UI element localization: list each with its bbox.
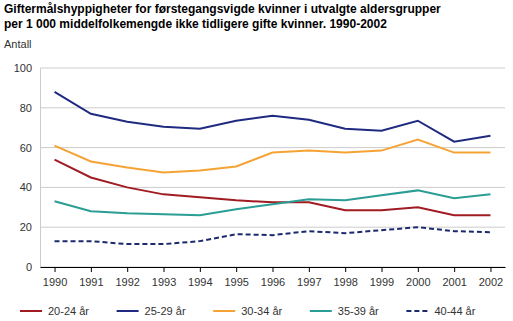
series-line [55,140,491,173]
grid [40,68,505,267]
x-tick: 1992 [115,267,139,288]
x-tick-label: 2001 [442,276,466,288]
x-tick-label: 2002 [479,276,503,288]
legend-item: 35-39 år [310,305,379,317]
legend-swatch [117,310,139,312]
y-tick: 20 [20,221,40,233]
plot: 0 20 40 60 80 100 1990 1991 1992 1993 1994 1995 1996… [14,62,506,288]
x-tick: 1996 [261,267,285,288]
grid-line [40,147,505,148]
x-tick-label: 1992 [115,276,139,288]
x-tick-mark [55,267,56,272]
legend-swatch [406,310,428,312]
x-tick-label: 1994 [188,276,212,288]
legend-swatch [213,310,235,312]
series-line [55,190,491,215]
x-tick-mark [418,267,419,272]
y-tick: 80 [20,102,40,114]
legend-item: 30-34 år [213,305,282,317]
legend-label: 35-39 år [338,305,379,317]
x-tick-mark [309,267,310,272]
x-tick-label: 1990 [43,276,67,288]
x-tick-mark [127,267,128,272]
legend-label: 25-29 år [145,305,186,317]
x-tick-label: 1998 [333,276,357,288]
x-axis: 1990 1991 1992 1993 1994 1995 1996 1997 1998 1999… [41,267,506,288]
x-tick: 1998 [333,267,357,288]
y-tick: 60 [20,142,40,154]
x-tick: 1991 [79,267,103,288]
legend-item: 20-24 år [20,305,89,317]
legend-swatch [310,310,332,312]
y-axis-line [40,69,41,268]
grid-line [40,187,505,188]
legend-label: 30-34 år [241,305,282,317]
y-tick-label: 60 [20,142,32,154]
x-tick: 1993 [152,267,176,288]
y-tick-label: 80 [20,102,32,114]
x-tick-mark [454,267,455,272]
y-tick-label: 100 [14,62,32,74]
x-tick: 2001 [442,267,466,288]
grid-line [40,227,505,228]
x-tick: 2002 [479,267,503,288]
x-tick-label: 1997 [297,276,321,288]
grid-line [40,107,505,108]
y-axis: 0 20 40 60 80 100 [14,62,41,273]
x-tick-label: 1999 [370,276,394,288]
x-tick-mark [91,267,92,272]
x-tick-label: 1993 [152,276,176,288]
x-tick-mark [490,267,491,272]
y-axis-label: Antall [4,38,32,50]
chart: Giftermålshyppigheter for førstegangsvig… [0,0,513,321]
y-tick-label: 0 [26,261,32,273]
legend-label: 40-44 år [434,305,475,317]
legend-label: 20-24 år [48,305,89,317]
legend-swatch [20,310,42,312]
x-tick: 1997 [297,267,321,288]
x-tick-mark [164,267,165,272]
x-tick-label: 1996 [261,276,285,288]
x-tick-mark [381,267,382,272]
subtitle: per 1 000 middelfolkemengde ikke tidlige… [4,17,387,31]
x-tick: 2000 [406,267,430,288]
x-tick-mark [200,267,201,272]
x-tick-mark [345,267,346,272]
x-tick: 1994 [188,267,212,288]
legend: 20-24 år 25-29 år 30-34 år 35-39 år 40-44 år [20,305,476,317]
title: Giftermålshyppigheter for førstegangsvig… [4,2,441,16]
y-tick: 100 [14,62,40,74]
x-tick-mark [273,267,274,272]
legend-item: 25-29 år [117,305,186,317]
y-tick-label: 20 [20,221,32,233]
y-tick: 0 [26,261,40,273]
x-tick-label: 1991 [79,276,103,288]
x-tick-label: 2000 [406,276,430,288]
grid-line [40,68,505,69]
y-tick-label: 40 [20,181,32,193]
series-line [55,160,491,216]
series-line [55,92,491,142]
series-line [55,227,491,244]
lines [55,92,491,244]
x-tick-mark [236,267,237,272]
x-tick: 1995 [224,267,248,288]
y-tick: 40 [20,181,40,193]
x-tick: 1990 [43,267,67,288]
x-tick-label: 1995 [224,276,248,288]
legend-item: 40-44 år [406,305,475,317]
x-tick: 1999 [370,267,394,288]
